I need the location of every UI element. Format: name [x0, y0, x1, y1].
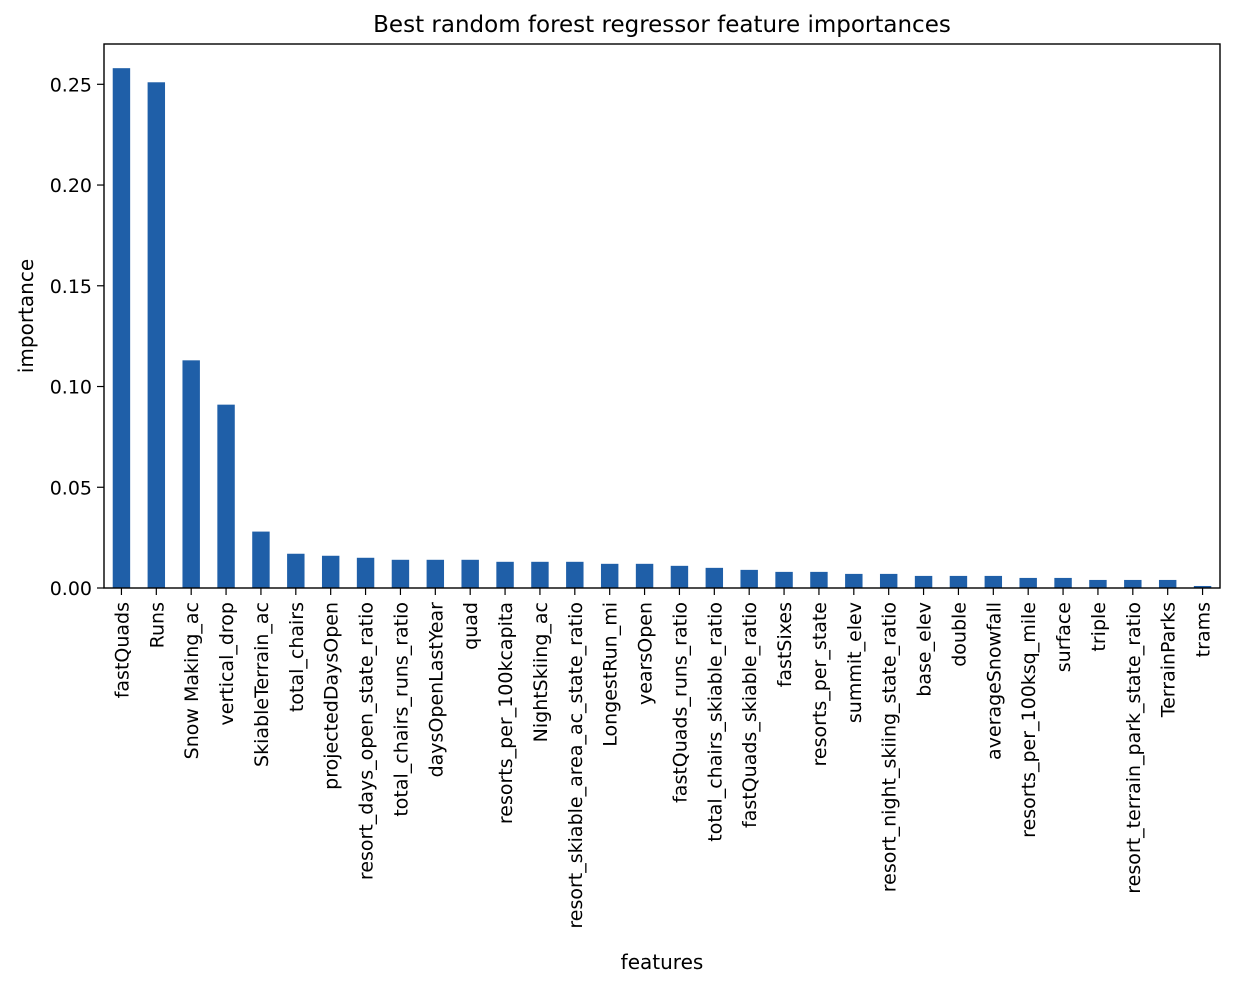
- x-tick-label: surface: [1053, 602, 1075, 672]
- x-tick-label: trams: [1193, 602, 1215, 657]
- bar-yearsopen: [635, 563, 654, 588]
- bar-longestrun-mi: [600, 563, 619, 588]
- bar-fastquads-runs-ratio: [670, 565, 689, 588]
- bar-resort-night-skiing-state-ratio: [879, 573, 898, 588]
- bar-resort-terrain-park-state-ratio: [1124, 579, 1142, 588]
- y-tick-label: 0.20: [50, 175, 92, 197]
- x-tick-label: fastQuads_runs_ratio: [669, 602, 691, 803]
- x-tick-label: resort_night_skiing_state_ratio: [879, 602, 901, 892]
- x-tick-label: resort_skiable_area_ac_state_ratio: [565, 602, 587, 929]
- x-tick-label: TerrainParks: [1158, 602, 1180, 718]
- x-tick-label: NightSkiing_ac: [530, 602, 552, 742]
- x-axis-label: features: [621, 950, 704, 974]
- x-tick-label: resorts_per_state: [809, 602, 831, 766]
- x-tick-label: triple: [1088, 602, 1110, 652]
- bar-resort-days-open-state-ratio: [356, 557, 375, 588]
- bar-summit-elev: [845, 573, 863, 588]
- x-tick-label: vertical_drop: [216, 602, 238, 725]
- x-tick-label: total_chairs: [286, 602, 308, 712]
- chart-title: Best random forest regressor feature imp…: [373, 12, 951, 38]
- x-tick-label: fastSixes: [774, 602, 796, 687]
- x-tick-label: summit_elev: [844, 602, 866, 723]
- bar-resort-skiable-area-ac-state-ratio: [566, 561, 584, 588]
- bar-total-chairs-skiable-ratio: [705, 567, 724, 588]
- bar-skiableterrain-ac: [252, 531, 270, 588]
- bar-runs: [147, 82, 166, 588]
- x-tick-label: SkiableTerrain_ac: [251, 602, 273, 767]
- bar-resorts-per-state: [810, 571, 828, 588]
- bar-vertical-drop: [217, 404, 235, 588]
- y-axis-label: importance: [14, 259, 38, 373]
- bar-base-elev: [914, 575, 933, 588]
- x-tick-label: resort_terrain_park_state_ratio: [1123, 602, 1145, 894]
- bar-averagesnowfall: [984, 575, 1003, 588]
- bar-terrainparks: [1158, 579, 1177, 588]
- bar-fastquads: [112, 68, 131, 588]
- bar-resorts-per-100kcapita: [496, 561, 514, 588]
- bar-fastsixes: [775, 571, 793, 588]
- plot-frame: [103, 43, 1221, 589]
- y-tick-label: 0.05: [50, 477, 92, 499]
- x-tick-label: Runs: [146, 602, 168, 648]
- x-tick-label: projectedDaysOpen: [321, 602, 343, 790]
- y-tick-label: 0.15: [50, 276, 92, 298]
- x-tick-label: Snow Making_ac: [181, 602, 203, 759]
- x-tick-label: base_elev: [914, 602, 936, 697]
- bar-projecteddaysopen: [321, 555, 340, 588]
- bar-total-chairs-runs-ratio: [391, 559, 410, 588]
- x-tick-label: resort_days_open_state_ratio: [356, 602, 378, 880]
- bar-triple: [1089, 579, 1107, 588]
- bar-total-chairs: [287, 553, 305, 588]
- y-axis-ticks: 0.00 0.05 0.10 0.15 0.20 0.25: [50, 74, 104, 600]
- bar-double: [949, 575, 968, 588]
- bar-nightskiing-ac: [531, 561, 549, 588]
- bar-fastquads-skiable-ratio: [740, 569, 758, 588]
- bar-quad: [461, 559, 479, 588]
- x-tick-label: total_chairs_skiable_ratio: [704, 602, 726, 842]
- x-tick-label: daysOpenLastYear: [425, 602, 447, 778]
- bar-surface: [1054, 577, 1072, 588]
- x-tick-label: quad: [460, 602, 482, 650]
- x-axis-ticks: fastQuads Runs Snow Making_ac vertical_drop…: [111, 588, 1215, 929]
- bars-layer: [112, 68, 1212, 588]
- y-tick-label: 0.00: [50, 578, 92, 600]
- bar-snow-making-ac: [182, 360, 200, 588]
- bar-daysopenlastyear: [426, 559, 445, 588]
- x-tick-label: resorts_per_100kcapita: [495, 602, 517, 824]
- x-tick-label: LongestRun_mi: [600, 602, 622, 747]
- x-tick-label: double: [948, 602, 970, 667]
- x-tick-label: resorts_per_100ksq_mile: [1018, 602, 1040, 838]
- x-tick-label: averageSnowfall: [983, 602, 1005, 760]
- bar-resorts-per-100ksq-mile: [1019, 577, 1037, 588]
- bar-trams: [1193, 585, 1212, 588]
- x-tick-label: fastQuads: [111, 602, 133, 698]
- y-tick-label: 0.10: [50, 377, 92, 399]
- x-tick-label: yearsOpen: [635, 602, 657, 705]
- x-tick-label: fastQuads_skiable_ratio: [739, 602, 761, 828]
- x-tick-label: total_chairs_runs_ratio: [390, 602, 412, 817]
- y-tick-label: 0.25: [50, 74, 92, 96]
